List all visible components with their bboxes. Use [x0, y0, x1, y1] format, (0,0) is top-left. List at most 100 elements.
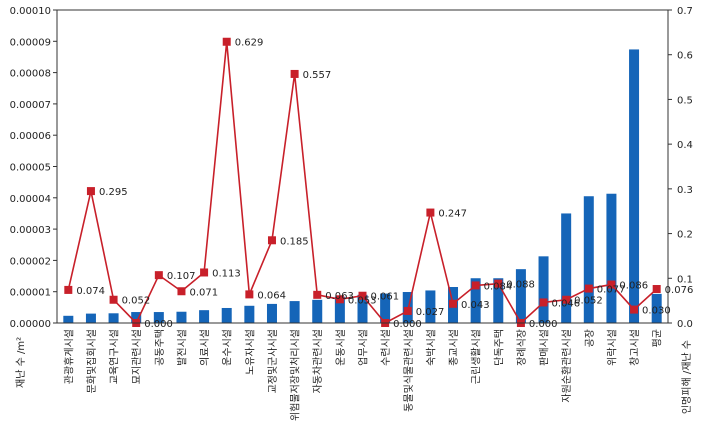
category-label-0: 관광휴게시설	[63, 329, 75, 384]
bar-22	[561, 213, 572, 323]
category-label-16: 숙박시설	[425, 329, 437, 366]
line-point-8	[245, 290, 254, 299]
bar-series	[63, 49, 662, 324]
bar-26	[651, 293, 662, 323]
bar-2	[108, 313, 119, 323]
bar-9	[266, 303, 277, 323]
category-label-21: 판매시설	[539, 329, 551, 366]
bar-0	[63, 315, 74, 323]
left-tick-label-10: 0.00010	[10, 6, 51, 17]
line-point-6	[200, 268, 209, 277]
category-label-23: 공장	[584, 329, 596, 347]
bar-13	[357, 294, 368, 323]
line-series	[64, 37, 661, 327]
category-label-5: 발전시설	[176, 329, 188, 366]
line-point-5	[177, 287, 186, 296]
labels: 0.074 0.295 0.052 0.000 0.107 0.071 0.113 0.629…	[10, 6, 694, 421]
data-label-17: 0.043	[461, 300, 490, 311]
bar-18	[470, 278, 481, 323]
data-label-3: 0.000	[144, 319, 173, 330]
line-point-10	[290, 69, 299, 78]
line-point-18	[471, 281, 480, 290]
category-label-1: 문화및집회시설	[86, 329, 98, 393]
line-point-21	[539, 298, 548, 307]
data-label-6: 0.113	[212, 268, 241, 279]
category-label-11: 자동차관련시설	[312, 329, 324, 393]
line-point-16	[426, 208, 435, 217]
category-label-24: 위락시설	[605, 329, 618, 366]
line-point-23	[584, 284, 593, 293]
bar-10	[289, 301, 300, 323]
left-tick-label-5: 0.00005	[10, 163, 51, 174]
left-tick-label-4: 0.00004	[10, 194, 51, 205]
data-label-26: 0.076	[665, 285, 694, 296]
category-label-22: 자원순환관련시설	[561, 329, 573, 403]
category-label-20: 장례식장	[516, 329, 528, 366]
data-label-1: 0.295	[99, 187, 128, 198]
bar-3	[131, 312, 142, 323]
category-label-7: 운수시설	[222, 329, 234, 366]
category-label-15: 동물및식물관련시설	[403, 329, 415, 412]
data-label-21: 0.046	[552, 298, 581, 309]
right-axis-title: 인명피해 /재난 수	[680, 340, 693, 414]
data-label-9: 0.185	[280, 236, 309, 247]
category-label-17: 종교시설	[448, 329, 460, 366]
bar-19	[493, 278, 504, 323]
bar-11	[312, 299, 323, 323]
data-label-14: 0.000	[393, 319, 422, 330]
category-label-25: 창고시설	[629, 329, 641, 366]
bar-7	[221, 307, 232, 323]
line-point-2	[109, 295, 118, 304]
line-point-7	[222, 37, 231, 46]
data-label-24: 0.086	[619, 281, 648, 292]
category-label-2: 교육연구시설	[109, 329, 121, 384]
line-point-24	[607, 280, 616, 289]
left-tick-label-8: 0.00008	[10, 69, 51, 80]
plot-frame	[56, 9, 669, 324]
left-tick-label-7: 0.00007	[10, 100, 51, 111]
line-point-1	[86, 187, 95, 196]
line-point-4	[154, 271, 163, 280]
data-label-18: 0.084	[484, 281, 513, 292]
data-label-12: 0.053	[348, 295, 377, 306]
right-tick-label-2: 0.2	[677, 230, 693, 241]
bar-6	[199, 310, 210, 323]
axes	[53, 9, 672, 324]
line-point-12	[335, 295, 344, 304]
category-label-4: 공동주택	[154, 329, 166, 366]
category-label-10: 위험물저장및처리시설	[289, 329, 302, 421]
category-label-13: 업무시설	[357, 329, 370, 366]
line-point-13	[358, 291, 367, 300]
bar-25	[629, 49, 640, 324]
bar-5	[176, 311, 187, 323]
category-label-3: 묘지관련시설	[131, 329, 143, 384]
data-label-19: 0.088	[506, 280, 535, 291]
category-label-18: 근린생활시설	[470, 329, 483, 384]
data-label-11: 0.063	[325, 291, 354, 302]
line-point-15	[403, 306, 412, 315]
data-label-23: 0.077	[597, 285, 626, 296]
bar-20	[515, 269, 526, 323]
line-point-26	[652, 285, 661, 294]
data-label-4: 0.107	[167, 271, 196, 282]
bar-24	[606, 193, 617, 323]
category-label-6: 의료시설	[199, 329, 211, 366]
data-label-0: 0.074	[76, 286, 105, 297]
left-tick-label-0: 0.00000	[10, 319, 51, 330]
line-point-19	[494, 279, 503, 288]
line-point-9	[267, 236, 276, 245]
bar-12	[334, 296, 345, 323]
line-point-11	[313, 290, 322, 299]
left-tick-label-6: 0.00006	[10, 131, 51, 142]
right-tick-label-3: 0.3	[677, 185, 693, 196]
data-label-22: 0.052	[574, 296, 603, 307]
category-label-8: 노유자시설	[244, 329, 256, 375]
category-label-26: 평균	[652, 329, 664, 347]
data-label-15: 0.027	[416, 307, 445, 318]
right-tick-label-6: 0.6	[677, 51, 693, 62]
category-label-9: 교정및군사시설	[267, 329, 279, 393]
right-tick-label-5: 0.5	[677, 95, 693, 106]
left-tick-label-9: 0.00009	[10, 37, 51, 48]
data-label-10: 0.557	[303, 70, 332, 81]
